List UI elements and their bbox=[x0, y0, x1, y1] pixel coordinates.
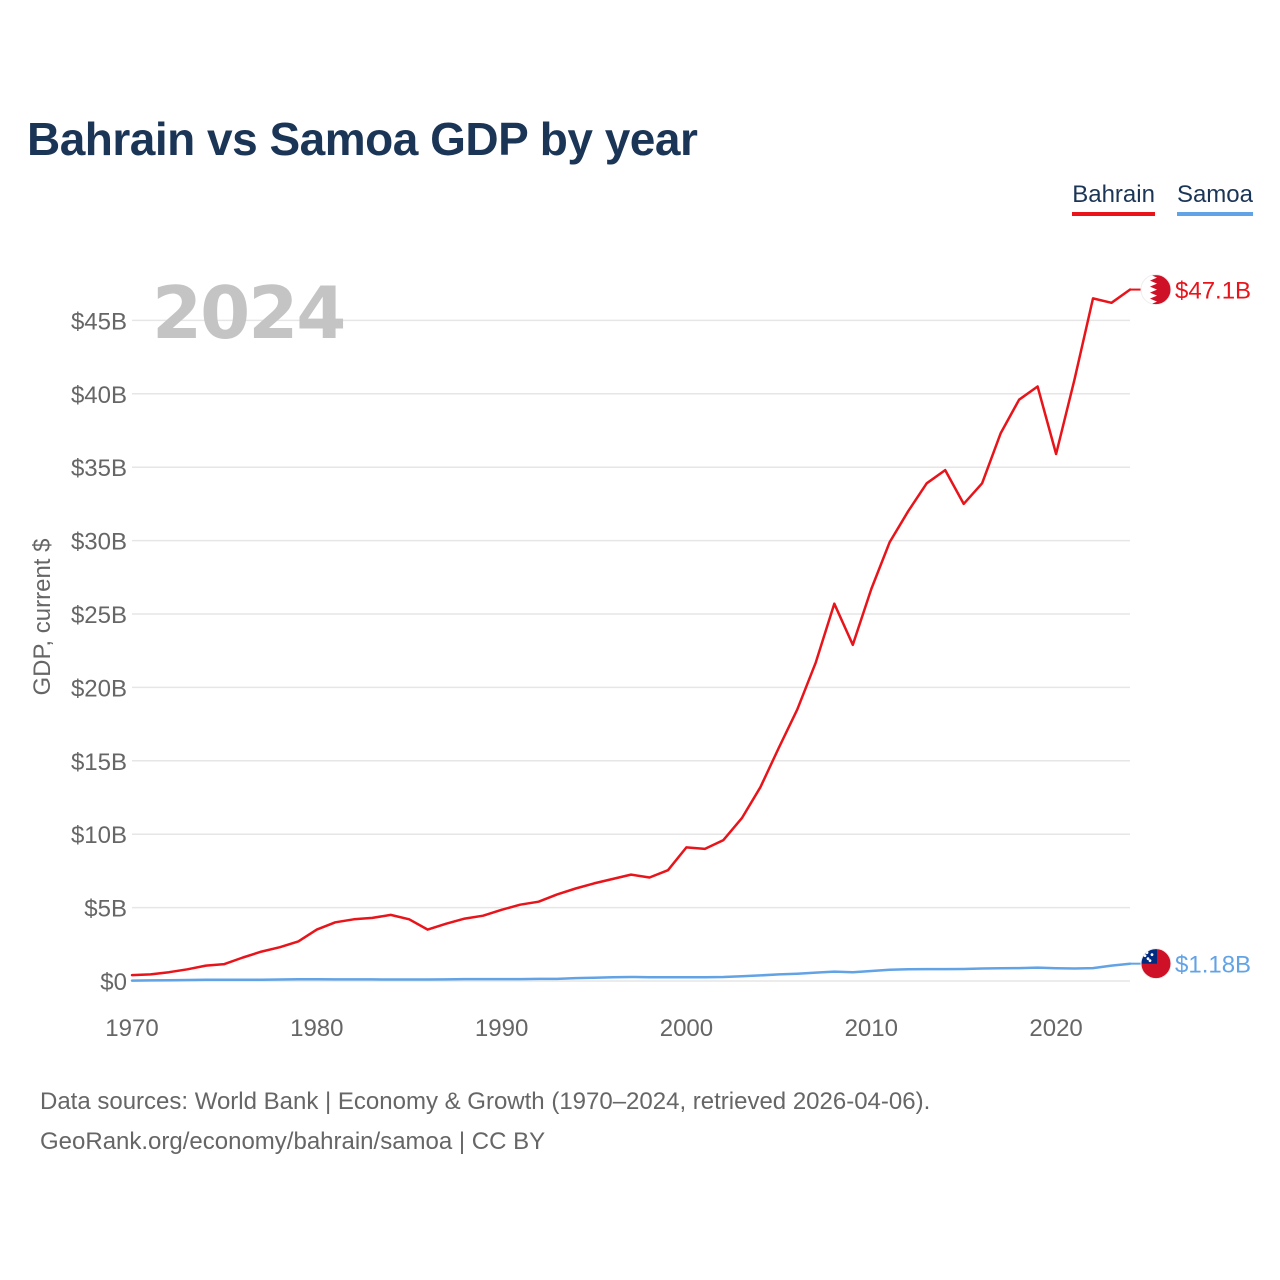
series-line-samoa bbox=[130, 962, 1132, 982]
gdp-line-chart: $0 $5B $10B $15B $20B $25B $30B $35B $40B $45B 197… bbox=[29, 271, 1251, 1042]
attribution-link[interactable]: GeoRank.org/economy/bahrain/samoa | CC B… bbox=[40, 1128, 546, 1155]
y-tick-label: $25B bbox=[71, 602, 127, 629]
bahrain-flag-icon bbox=[1140, 274, 1172, 306]
end-value-label-bahrain: $47.1B bbox=[1175, 278, 1251, 305]
x-tick-label: 2020 bbox=[1029, 1015, 1082, 1042]
y-tick-label: $10B bbox=[71, 822, 127, 849]
x-tick-label: 1980 bbox=[290, 1015, 343, 1042]
x-tick-label: 1970 bbox=[105, 1015, 158, 1042]
y-tick-label: $20B bbox=[71, 675, 127, 702]
x-tick-label: 1990 bbox=[475, 1015, 528, 1042]
samoa-flag-icon bbox=[1140, 948, 1172, 980]
series-line-bahrain bbox=[130, 288, 1132, 977]
y-tick-label: $45B bbox=[71, 308, 127, 335]
y-tick-label: $30B bbox=[71, 529, 127, 556]
chart-title: Bahrain vs Samoa GDP by year bbox=[27, 113, 698, 165]
y-tick-label: $15B bbox=[71, 749, 127, 776]
y-tick-label: $5B bbox=[84, 896, 127, 923]
current-year-label: 2024 bbox=[152, 271, 344, 355]
data-sources-text: Data sources: World Bank | Economy & Gro… bbox=[40, 1088, 931, 1115]
footer: Data sources: World Bank | Economy & Gro… bbox=[40, 1082, 930, 1162]
x-tick-label: 2010 bbox=[845, 1015, 898, 1042]
legend: Bahrain Samoa bbox=[1072, 182, 1253, 216]
legend-item-bahrain[interactable]: Bahrain bbox=[1072, 182, 1155, 216]
x-tick-label: 2000 bbox=[660, 1015, 713, 1042]
end-value-label-samoa: $1.18B bbox=[1175, 952, 1251, 979]
y-axis-label: GDP, current $ bbox=[29, 539, 56, 696]
legend-item-samoa[interactable]: Samoa bbox=[1176, 182, 1253, 216]
y-tick-label: $0 bbox=[100, 969, 127, 996]
y-tick-label: $40B bbox=[71, 382, 127, 409]
y-tick-label: $35B bbox=[71, 455, 127, 482]
